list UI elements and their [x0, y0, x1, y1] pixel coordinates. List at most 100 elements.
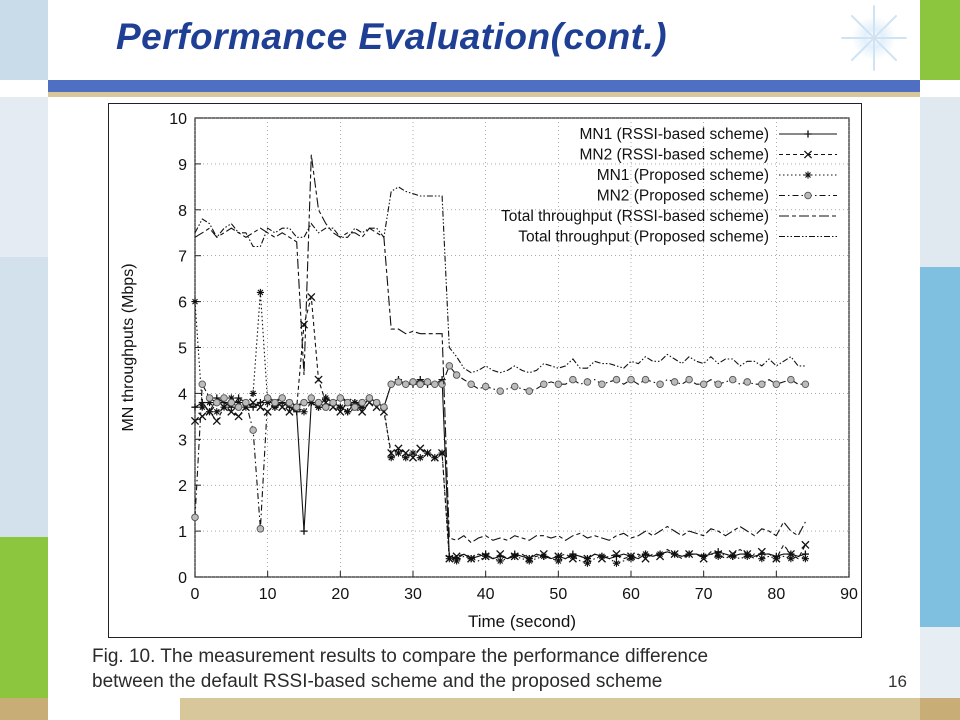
- frame-left-green-tile: [0, 537, 48, 698]
- series-4-point: [787, 375, 795, 384]
- series-4-point: [510, 382, 519, 391]
- series-4-point: [583, 378, 592, 386]
- series-3-point: [787, 555, 795, 563]
- series-4-point: [554, 380, 563, 388]
- series-3-point: [445, 555, 453, 563]
- frame-top-left-tile: [0, 0, 48, 80]
- series-3-point: [423, 449, 432, 457]
- x-tick-label: 90: [840, 586, 858, 603]
- series-3-point: [511, 552, 519, 560]
- series-3-point: [598, 552, 606, 560]
- series-4-point: [409, 378, 417, 386]
- series-4-point: [336, 394, 345, 402]
- series-4-point: [300, 398, 308, 407]
- frame-right-blue-tile: [920, 267, 960, 627]
- series-4-point: [685, 375, 693, 384]
- series-3-point: [772, 555, 780, 563]
- series-3-point: [358, 403, 366, 411]
- series-3-point: [554, 557, 562, 565]
- legend-label: Total throughput (Proposed scheme): [518, 229, 769, 246]
- title-underline-bar: [48, 80, 920, 92]
- legend-label: MN2 (RSSI-based scheme): [579, 147, 769, 164]
- series-4-point: [322, 403, 330, 411]
- series-4-point: [431, 380, 439, 388]
- series-4-point: [612, 375, 621, 384]
- series-1-point: [256, 398, 264, 407]
- x-tick-label: 0: [191, 586, 200, 603]
- series-4-point: [394, 378, 403, 386]
- slide-title: Performance Evaluation(cont.): [116, 16, 668, 57]
- series-4-point: [525, 387, 534, 395]
- series-1-point: [249, 403, 257, 411]
- series-4-point: [598, 380, 606, 388]
- y-tick-label: 6: [178, 295, 187, 312]
- series-4-point: [540, 380, 548, 388]
- legend-label: MN1 (Proposed scheme): [597, 167, 769, 184]
- series-2-point: [416, 444, 425, 453]
- series-3-point: [402, 454, 410, 462]
- x-tick-label: 40: [477, 586, 495, 603]
- series-3-point: [227, 394, 235, 402]
- frame-left-strip-1: [0, 97, 48, 257]
- series-3-point: [235, 398, 243, 407]
- series-4-point: [641, 375, 650, 384]
- y-tick-label: 8: [178, 203, 187, 220]
- series-4-point: [271, 398, 279, 407]
- series-4-point: [467, 380, 475, 388]
- frame-bottom-white-gap: [48, 698, 180, 720]
- series-3-point: [198, 403, 206, 411]
- series-3-point: [801, 555, 809, 563]
- throughput-line-chart: 0 1 2 3 4 5 6 7 8 9 10 0 10 20 30 40 50 60 70 80 90 Time (sec…: [120, 111, 858, 631]
- y-tick-label: 2: [178, 478, 187, 495]
- legend-sample-marker: [803, 150, 813, 159]
- series-3-point: [641, 550, 650, 558]
- x-tick-label: 60: [622, 586, 640, 603]
- frame-bottom-tan-bar: [180, 698, 920, 720]
- x-axis-label: Time (second): [468, 612, 576, 631]
- series-3-point: [714, 552, 722, 560]
- series-3-point: [307, 398, 315, 407]
- sparkle-icon: [838, 5, 911, 72]
- series-4-point: [220, 394, 228, 402]
- series-2-point: [285, 407, 294, 416]
- series-3-point: [627, 555, 635, 563]
- series-4-point: [278, 394, 286, 402]
- series-2-point: [256, 403, 265, 412]
- series-4-point: [234, 403, 243, 411]
- title-underline-accent: [48, 92, 920, 97]
- series-line-1: [194, 378, 806, 560]
- series-1-point: [300, 527, 308, 535]
- series-3-point: [205, 398, 214, 407]
- series-4-point: [801, 380, 810, 388]
- series-4-point: [351, 403, 359, 411]
- series-4-point: [452, 371, 461, 379]
- series-4-point: [699, 380, 708, 388]
- series-3-point: [700, 552, 708, 560]
- series-3-point: [525, 557, 533, 565]
- x-tick-label: 80: [767, 586, 785, 603]
- series-3-point: [438, 449, 446, 457]
- series-4-point: [263, 394, 272, 402]
- series-3-point: [583, 559, 591, 567]
- series-2-point: [496, 549, 505, 559]
- series-3-point: [453, 557, 461, 565]
- chart-figure: 0 1 2 3 4 5 6 7 8 9 10 0 10 20 30 40 50 60 70 80 90 Time (sec…: [108, 103, 862, 638]
- legend-label: MN2 (Proposed scheme): [597, 188, 769, 205]
- series-2-point: [307, 292, 316, 302]
- series-4-point: [481, 382, 490, 391]
- series-3-point: [387, 454, 395, 462]
- series-2-point: [205, 407, 214, 416]
- x-tick-label: 50: [549, 586, 567, 603]
- series-3-point: [540, 552, 548, 560]
- series-3-point: [467, 555, 475, 563]
- series-3-point: [656, 550, 664, 558]
- frame-right-light-tile: [920, 627, 960, 698]
- series-2-point: [612, 549, 621, 559]
- series-4-point: [401, 380, 410, 388]
- series-3-point: [300, 408, 308, 416]
- series-2-point: [801, 540, 810, 549]
- series-3-point: [336, 403, 344, 411]
- frame-left-strip-2: [0, 257, 48, 537]
- series-3-point: [322, 394, 330, 402]
- series-4-point: [314, 398, 323, 407]
